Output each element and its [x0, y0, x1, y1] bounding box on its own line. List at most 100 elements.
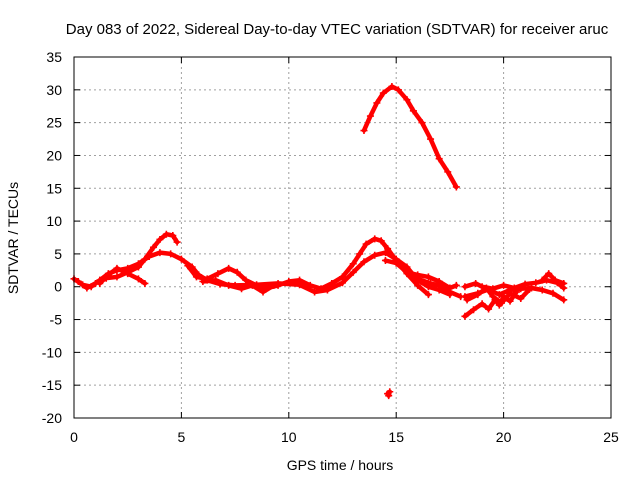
data-point	[381, 256, 389, 264]
data-point	[225, 281, 233, 289]
data-point	[199, 277, 207, 285]
series-arc-b	[74, 230, 181, 292]
data-point	[435, 155, 443, 163]
x-tick-label: 20	[496, 429, 512, 445]
data-point	[339, 279, 346, 287]
data-point	[403, 268, 411, 276]
data-point	[83, 284, 91, 292]
y-tick-labels: -20 -15 -10 -5 0 5 10 15 20 25 30 35	[42, 49, 62, 426]
data-point	[495, 291, 503, 299]
data-point	[500, 281, 508, 289]
data-point	[392, 259, 400, 267]
data-point	[538, 286, 546, 294]
x-tick-label: 10	[281, 429, 297, 445]
data-point	[360, 258, 368, 266]
data-point	[461, 312, 469, 320]
data-point	[113, 264, 121, 272]
data-point	[248, 281, 256, 289]
data-point	[192, 273, 200, 281]
data-point	[349, 260, 357, 268]
data-point	[238, 285, 246, 293]
y-tick-label: 20	[46, 147, 62, 163]
data-point	[414, 275, 422, 283]
data-point	[373, 99, 381, 107]
data-point	[306, 281, 314, 289]
x-tick-labels: 0 5 10 15 20 25	[70, 429, 619, 445]
data-point	[560, 296, 568, 304]
data-point	[362, 240, 370, 248]
y-tick-label: 10	[46, 213, 62, 229]
y-tick-label: 5	[54, 246, 62, 262]
data-point	[472, 279, 480, 287]
data-point	[427, 279, 435, 287]
data-point	[386, 388, 394, 396]
data-point	[311, 288, 319, 296]
data-point	[371, 235, 379, 243]
data-point	[356, 250, 364, 258]
series-arc-m	[360, 83, 460, 191]
data-point	[296, 276, 304, 284]
data-point	[478, 300, 486, 308]
data-point	[167, 250, 175, 258]
data-point	[96, 279, 104, 287]
data-point	[141, 279, 149, 287]
data-point	[184, 262, 192, 270]
y-tick-label: 30	[46, 82, 62, 98]
data-point	[485, 305, 493, 313]
data-point	[414, 281, 422, 289]
data-point	[141, 255, 149, 263]
series-arc-d	[96, 264, 149, 287]
grid	[74, 57, 611, 418]
x-axis-label: GPS time / hours	[287, 457, 394, 473]
data-point	[162, 230, 170, 238]
data-point	[214, 270, 222, 278]
data-point	[506, 289, 514, 297]
data-point	[394, 86, 402, 94]
series-line	[383, 258, 459, 291]
series-line	[464, 285, 532, 306]
data-point	[532, 279, 540, 287]
data-point	[403, 96, 411, 104]
data-point	[377, 237, 385, 245]
data-point	[134, 275, 142, 283]
y-tick-label: 25	[46, 115, 62, 131]
data-point	[388, 83, 396, 91]
data-point	[435, 281, 443, 289]
data-point	[233, 268, 241, 276]
data-point	[385, 392, 393, 400]
data-point	[124, 270, 132, 278]
data-point	[489, 293, 497, 301]
chart-title: Day 083 of 2022, Sidereal Day-to-day VTE…	[66, 21, 609, 38]
data-point	[549, 289, 557, 297]
data-point	[482, 284, 490, 292]
data-point	[418, 119, 426, 127]
data-point	[149, 243, 157, 251]
data-series	[70, 83, 568, 400]
data-point	[497, 299, 505, 307]
data-point	[470, 306, 478, 314]
y-tick-label: 0	[54, 279, 62, 295]
x-tick-label: 0	[70, 429, 78, 445]
y-tick-label: 35	[46, 49, 62, 65]
data-point	[360, 127, 368, 135]
data-point	[285, 277, 293, 285]
x-tick-label: 15	[388, 429, 404, 445]
data-point	[506, 297, 514, 305]
data-point	[424, 273, 432, 281]
series-arc-k	[463, 284, 533, 307]
data-point	[104, 271, 112, 279]
series-line	[540, 271, 566, 286]
data-point	[560, 279, 568, 287]
data-point	[259, 288, 267, 296]
series-arc-l	[538, 270, 568, 287]
x-tick-label: 25	[603, 429, 619, 445]
data-point	[424, 291, 432, 299]
data-point	[551, 276, 559, 284]
data-point	[242, 276, 250, 284]
data-point	[349, 268, 357, 276]
y-tick-label: -15	[42, 377, 62, 393]
data-point	[173, 238, 181, 246]
data-point	[225, 264, 233, 272]
y-axis-label: SDTVAR / TECUs	[5, 182, 21, 294]
data-point	[452, 183, 460, 191]
